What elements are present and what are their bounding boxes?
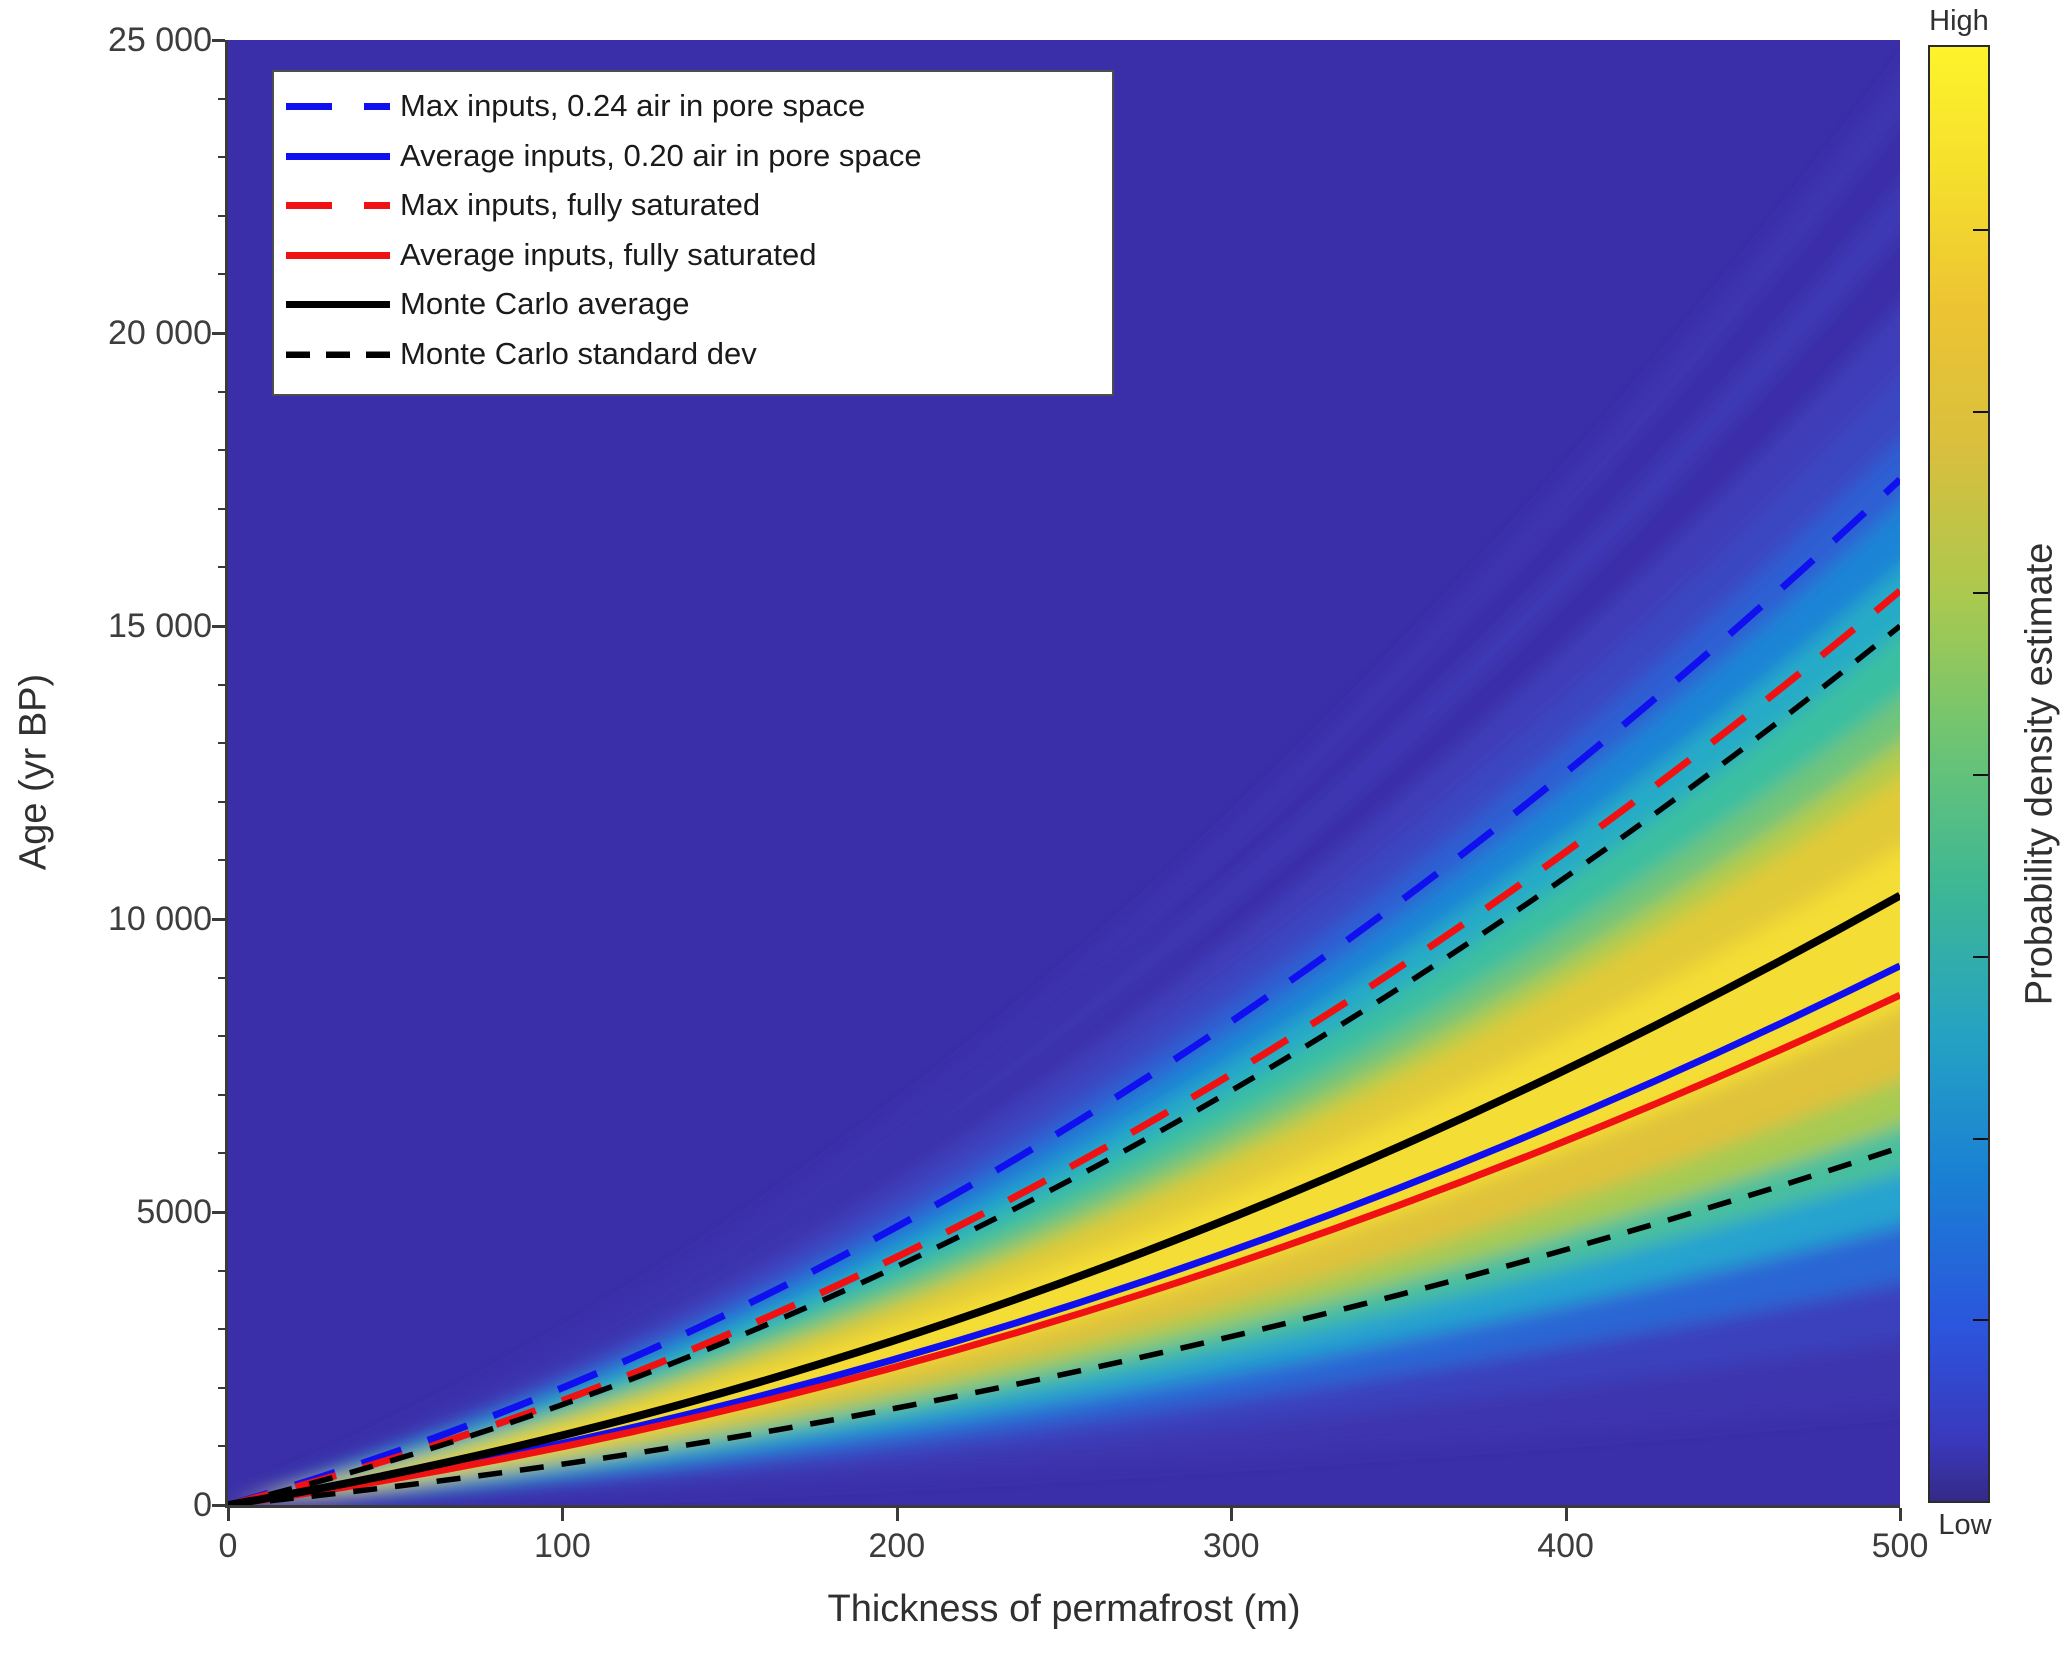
y-minor-tick bbox=[218, 449, 225, 452]
legend: Max inputs, 0.24 air in pore space Averag… bbox=[272, 70, 1114, 396]
legend-line-sample bbox=[286, 301, 390, 308]
y-minor-tick bbox=[218, 566, 225, 569]
colorbar-tick bbox=[1973, 955, 1988, 958]
legend-line-sample bbox=[286, 351, 390, 358]
y-minor-tick bbox=[218, 1093, 225, 1096]
y-tick-label: 0 bbox=[193, 1486, 212, 1524]
y-tick-label: 5000 bbox=[136, 1193, 212, 1231]
curve-average-inputs-fully-saturated bbox=[228, 992, 1900, 1505]
y-tick bbox=[212, 1211, 225, 1214]
x-tick bbox=[227, 1508, 230, 1521]
y-minor-tick bbox=[218, 273, 225, 276]
y-minor-tick bbox=[218, 214, 225, 217]
x-tick bbox=[1564, 1508, 1568, 1521]
legend-label: Max inputs, fully saturated bbox=[400, 187, 761, 222]
y-minor-tick bbox=[218, 683, 225, 686]
colorbar-tick bbox=[1973, 592, 1988, 595]
legend-label: Monte Carlo standard dev bbox=[400, 335, 757, 371]
y-tick-label: 15 000 bbox=[108, 607, 212, 645]
legend-item: Max inputs, fully saturated bbox=[274, 185, 1112, 225]
x-tick bbox=[1230, 1508, 1234, 1521]
legend-item: Average inputs, 0.20 air in pore space bbox=[274, 136, 1112, 176]
colorbar-high-label: High bbox=[1929, 5, 1989, 37]
y-axis-line bbox=[225, 40, 228, 1508]
curve-monte-carlo-average bbox=[228, 892, 1900, 1505]
x-tick-label: 200 bbox=[868, 1527, 926, 1565]
curve-monte-carlo-standard-dev-lower- bbox=[228, 1144, 1900, 1505]
legend-label: Max inputs, 0.24 air in pore space bbox=[400, 88, 866, 123]
legend-line-sample bbox=[286, 202, 390, 209]
legend-item: Average inputs, fully saturated bbox=[274, 235, 1112, 275]
y-minor-tick bbox=[218, 742, 225, 745]
y-minor-tick bbox=[218, 1269, 225, 1272]
density-fan bbox=[228, 72, 1900, 1505]
colorbar-tick bbox=[1973, 774, 1988, 776]
x-axis-label: Thickness of permafrost (m) bbox=[827, 1588, 1301, 1630]
curve-max-inputs-0-24-air-in-pore-space bbox=[228, 476, 1900, 1505]
x-tick bbox=[561, 1508, 565, 1521]
y-tick bbox=[212, 39, 225, 42]
y-tick-label: 10 000 bbox=[108, 900, 212, 938]
y-minor-tick bbox=[218, 976, 225, 979]
colorbar-low-label: Low bbox=[1938, 1509, 1992, 1541]
legend-line-sample bbox=[286, 152, 390, 160]
colorbar-tick bbox=[1973, 1137, 1988, 1140]
y-axis-label: Age (yr BP) bbox=[12, 673, 55, 871]
y-minor-tick bbox=[218, 1445, 225, 1448]
x-axis-line bbox=[225, 1505, 1900, 1508]
legend-label: Monte Carlo average bbox=[400, 286, 690, 321]
model-curves bbox=[228, 476, 1900, 1505]
legend-item: Max inputs, 0.24 air in pore space bbox=[274, 86, 1112, 126]
x-tick-label: 100 bbox=[534, 1527, 591, 1565]
legend-line-sample bbox=[286, 103, 390, 110]
y-minor-tick bbox=[218, 859, 225, 862]
y-tick bbox=[212, 1504, 225, 1507]
colorbar-axis-label: Probability density estimate bbox=[2018, 542, 2061, 1006]
y-minor-tick bbox=[218, 507, 225, 510]
colorbar-tick bbox=[1973, 410, 1988, 413]
y-minor-tick bbox=[218, 1386, 225, 1389]
y-minor-tick bbox=[218, 1152, 225, 1155]
y-minor-tick bbox=[218, 1328, 225, 1331]
colorbar bbox=[1928, 45, 1990, 1503]
legend-item: Monte Carlo standard dev bbox=[274, 334, 1112, 374]
y-minor-tick bbox=[218, 97, 225, 100]
y-tick bbox=[212, 625, 225, 628]
x-tick-label: 0 bbox=[218, 1527, 238, 1565]
y-minor-tick bbox=[218, 156, 225, 159]
legend-label: Average inputs, 0.20 air in pore space bbox=[400, 137, 922, 173]
x-tick-label: 400 bbox=[1537, 1527, 1594, 1565]
y-tick bbox=[212, 918, 225, 921]
legend-label: Average inputs, fully saturated bbox=[400, 236, 817, 272]
colorbar-tick bbox=[1973, 228, 1988, 231]
y-tick-label: 20 000 bbox=[108, 314, 212, 352]
y-minor-tick bbox=[218, 1035, 225, 1038]
y-tick-label: 25 000 bbox=[108, 21, 212, 59]
legend-item: Monte Carlo average bbox=[274, 284, 1112, 324]
density-band bbox=[228, 1341, 1900, 1505]
x-tick-label: 300 bbox=[1202, 1527, 1260, 1565]
y-minor-tick bbox=[218, 800, 225, 803]
curve-monte-carlo-standard-dev-upper- bbox=[228, 623, 1900, 1505]
colorbar-tick bbox=[1973, 1319, 1988, 1322]
x-tick bbox=[1899, 1508, 1902, 1521]
x-tick-label: 500 bbox=[1871, 1527, 1929, 1565]
y-minor-tick bbox=[218, 390, 225, 393]
x-tick bbox=[895, 1508, 899, 1521]
legend-line-sample bbox=[286, 251, 390, 259]
y-tick bbox=[212, 332, 225, 335]
